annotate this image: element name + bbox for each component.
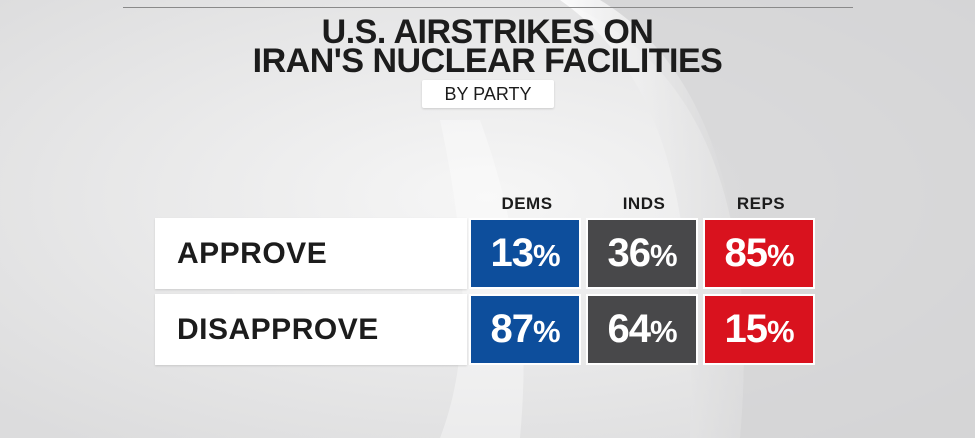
value: 87 — [490, 307, 533, 351]
chart-title-line-1: U.S. AIRSTRIKES ON — [321, 13, 654, 51]
value: 13 — [490, 231, 533, 275]
percent-sign: % — [649, 238, 678, 273]
value: 64 — [607, 307, 650, 351]
column-header-inds: INDS — [622, 194, 666, 213]
column-header-dems: DEMS — [501, 194, 553, 213]
row-label-text: DISAPPROVE — [177, 313, 379, 346]
row-label-approve: APPROVE — [155, 218, 467, 289]
percent-sign: % — [766, 314, 795, 349]
cell-disapprove-reps: 15% — [703, 294, 815, 365]
percent-sign: % — [766, 238, 795, 273]
subtitle-badge: BY PARTY — [422, 80, 554, 108]
cell-disapprove-inds: 64% — [586, 294, 698, 365]
row-label-text: APPROVE — [177, 237, 328, 270]
column-header-reps: REPS — [736, 194, 786, 213]
value: 85 — [724, 231, 767, 275]
percent-sign: % — [649, 314, 678, 349]
percent-sign: % — [532, 238, 561, 273]
chart-title-line-2: IRAN'S NUCLEAR FACILITIES — [252, 42, 723, 80]
value: 15 — [724, 307, 767, 351]
cell-approve-inds: 36% — [586, 218, 698, 289]
value: 36 — [607, 231, 650, 275]
cell-disapprove-dems: 87% — [469, 294, 581, 365]
cell-approve-reps: 85% — [703, 218, 815, 289]
row-label-disapprove: DISAPPROVE — [155, 294, 467, 365]
percent-sign: % — [532, 314, 561, 349]
cell-approve-dems: 13% — [469, 218, 581, 289]
top-rule — [123, 7, 853, 8]
